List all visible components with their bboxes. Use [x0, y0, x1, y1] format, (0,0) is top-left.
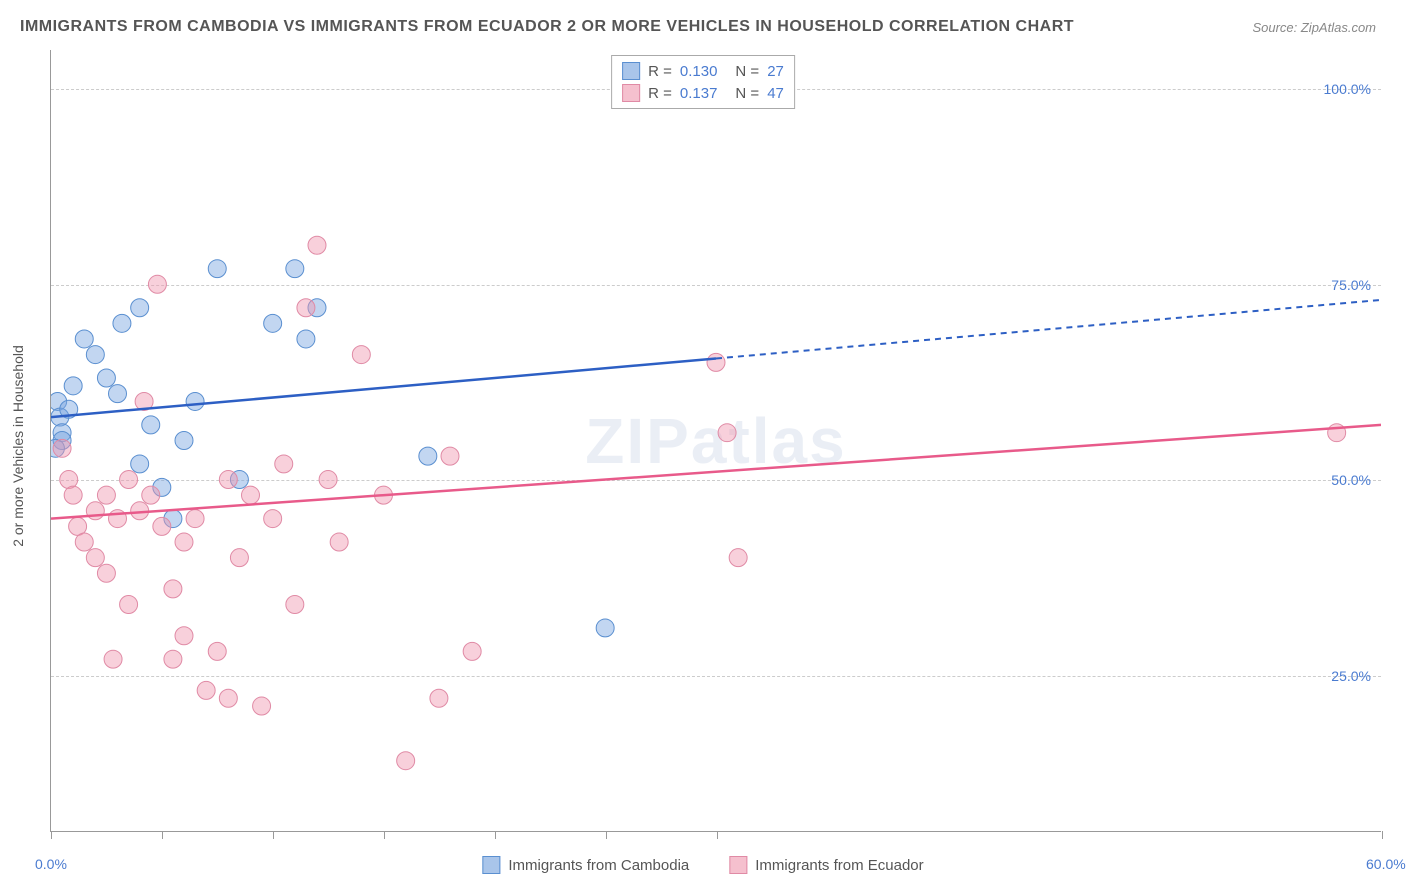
correlation-legend: R = 0.130 N = 27 R = 0.137 N = 47 — [611, 55, 795, 109]
swatch-cambodia — [622, 62, 640, 80]
r-value-cambodia: 0.130 — [680, 63, 718, 80]
legend-label-cambodia: Immigrants from Cambodia — [508, 857, 689, 874]
scatter-plot-svg — [51, 50, 1381, 831]
r-value-ecuador: 0.137 — [680, 85, 718, 102]
legend-item-ecuador: Immigrants from Ecuador — [729, 856, 923, 874]
swatch-ecuador-bottom — [729, 856, 747, 874]
legend-row-cambodia: R = 0.130 N = 27 — [622, 60, 784, 82]
y-axis-title: 2 or more Vehicles in Household — [10, 345, 26, 547]
n-value-cambodia: 27 — [767, 63, 784, 80]
legend-label-ecuador: Immigrants from Ecuador — [755, 857, 923, 874]
series-legend: Immigrants from Cambodia Immigrants from… — [482, 856, 923, 874]
source-attribution: Source: ZipAtlas.com — [1252, 20, 1376, 35]
chart-title: IMMIGRANTS FROM CAMBODIA VS IMMIGRANTS F… — [20, 18, 1074, 36]
legend-row-ecuador: R = 0.137 N = 47 — [622, 82, 784, 104]
x-tick-label: 0.0% — [35, 856, 67, 872]
n-label: N = — [735, 63, 759, 80]
legend-item-cambodia: Immigrants from Cambodia — [482, 856, 689, 874]
n-value-ecuador: 47 — [767, 85, 784, 102]
x-tick-label: 60.0% — [1366, 856, 1406, 872]
swatch-cambodia-bottom — [482, 856, 500, 874]
swatch-ecuador — [622, 84, 640, 102]
r-label: R = — [648, 63, 672, 80]
chart-plot-area: ZIPatlas 25.0%50.0%75.0%100.0% — [50, 50, 1381, 832]
r-label: R = — [648, 85, 672, 102]
n-label: N = — [735, 85, 759, 102]
